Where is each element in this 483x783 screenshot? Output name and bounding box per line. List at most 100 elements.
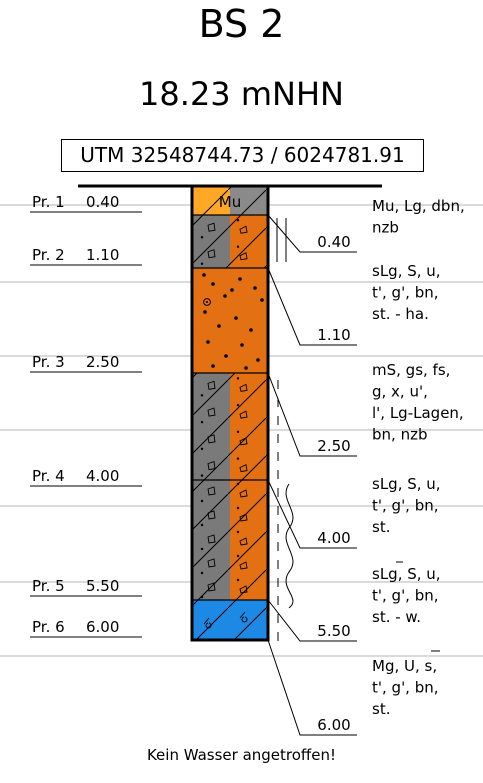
gravel-mark — [239, 489, 248, 498]
sand-dot — [206, 340, 210, 344]
description-line: t', g', bn, — [372, 679, 439, 697]
sand-dot — [200, 394, 204, 397]
layer-3-left — [192, 268, 230, 373]
gravel-mark — [207, 461, 216, 471]
description-line: g, x, u', — [372, 383, 428, 401]
gravel-mark — [207, 407, 216, 417]
gravel-mark — [207, 534, 216, 544]
layer-description-1: Mu, Lg, dbn, nzb — [372, 197, 465, 237]
description-line: mS, gs, fs, — [372, 361, 450, 379]
sample-label: Pr. 6 — [32, 618, 65, 636]
layer-2-hatch — [192, 215, 268, 268]
sand-dot — [260, 298, 264, 302]
gravel-mark — [239, 561, 248, 570]
layer-5 — [192, 480, 268, 600]
gravel-mark — [239, 585, 248, 594]
gravel-mark — [239, 410, 248, 419]
description-line: t', g', bn, — [372, 587, 439, 605]
layer-3-right — [230, 268, 268, 373]
borehole-title: BS 2 — [198, 2, 285, 46]
description-line: l', Lg-Lagen, — [372, 404, 464, 422]
sand-dot — [200, 236, 204, 239]
sand-dot — [200, 499, 204, 503]
description-line: st. - w. — [372, 608, 421, 626]
sand-dot — [211, 282, 215, 286]
layer-3 — [192, 268, 268, 373]
sand-dot — [200, 595, 204, 599]
sand-dot — [200, 262, 204, 265]
sand-dot — [249, 328, 253, 332]
sand-dot — [223, 294, 227, 298]
gravel-mark — [207, 249, 216, 259]
sample-depth: 5.50 — [86, 577, 119, 595]
description-line: Mg, U, s, — [372, 657, 437, 675]
depth-leader-2 — [267, 267, 357, 346]
layer-code-label: Mu — [219, 193, 241, 211]
utm-coordinates-box: UTM 32548744.73 / 6024781.91 — [61, 139, 424, 172]
sand-dot — [200, 474, 204, 477]
sand-dot — [236, 403, 240, 407]
sample-depth: 2.50 — [86, 353, 119, 371]
sample-label: Pr. 1 — [32, 193, 65, 211]
sand-dot — [236, 506, 240, 510]
sand-dot — [236, 554, 240, 558]
gravel-mark — [207, 510, 216, 520]
sample-depth: 4.00 — [86, 467, 119, 485]
gravel-mark — [207, 222, 216, 232]
soil-column: Mu — [190, 184, 294, 642]
depth-leader-5 — [267, 599, 357, 642]
layer-description-4: sLg, S, u, t', g', bn, st. — [372, 475, 441, 536]
sand-dot — [236, 219, 240, 222]
sand-dot — [256, 358, 260, 362]
silt-mark — [239, 611, 248, 623]
gravel-mark — [239, 437, 248, 446]
depth-leader-3 — [267, 372, 357, 457]
layer-bottom-depth: 1.10 — [317, 326, 350, 344]
description-line: sLg, S, u, — [372, 475, 441, 493]
sand-dot — [236, 457, 240, 460]
layer-bottom-depth: 2.50 — [317, 437, 350, 455]
layer-description-6: Mg, U, s, t', g', bn, st. — [372, 657, 439, 718]
layer-bottom-depth: 0.40 — [317, 233, 350, 251]
sample-labels: Pr. 1 0.40 Pr. 2 1.10 Pr. 3 2.50 Pr. 4 4.00 Pr. … — [30, 193, 142, 638]
groundwater-note: Kein Wasser angetroffen! — [146, 746, 337, 764]
borehole-elevation: 18.23 mNHN — [139, 75, 344, 113]
description-line: bn, nzb — [372, 426, 427, 444]
layer-description-3: mS, gs, fs, g, x, u', l', Lg-Lagen, bn, nzb — [372, 361, 464, 444]
layer-description-5: sLg, S, u, t', g', bn, st. - w. — [372, 565, 441, 626]
wavy-indicator — [285, 483, 294, 609]
layer-bottom-depth: 5.50 — [317, 622, 350, 640]
layer-1-hatch — [192, 186, 268, 215]
pebble-core — [206, 301, 208, 303]
layer-6 — [192, 600, 268, 640]
layer-bottom-depth: 6.00 — [317, 716, 350, 734]
sand-dot — [211, 364, 215, 368]
layer-5-hatch — [192, 480, 268, 600]
gravel-mark — [207, 558, 216, 568]
gravel-mark — [239, 383, 248, 392]
sand-dot — [202, 273, 206, 277]
depth-leaders: 0.40 1.10 2.50 4.00 5.50 6.00 — [267, 214, 357, 736]
sand-dot — [236, 377, 240, 380]
gravel-mark — [239, 252, 248, 261]
sand-dot — [200, 547, 204, 551]
sand-dot — [236, 578, 240, 582]
gravel-mark — [239, 513, 248, 522]
description-line: sLg, S, u, — [372, 262, 441, 280]
layer-4-hatch — [192, 373, 268, 480]
gravel-mark — [207, 486, 216, 496]
pebble-mark — [203, 298, 211, 306]
sand-dot — [224, 354, 228, 358]
sand-dot — [234, 316, 238, 320]
gravel-mark — [239, 463, 248, 473]
gravel-mark — [207, 380, 216, 390]
sample-label: Pr. 2 — [32, 246, 65, 264]
depth-leader-1 — [267, 214, 357, 253]
description-line: nzb — [372, 219, 399, 237]
layer-4 — [192, 373, 268, 480]
sand-dot — [203, 310, 207, 314]
sand-dot — [230, 288, 234, 292]
sample-label: Pr. 5 — [32, 577, 65, 595]
sand-dot — [200, 447, 204, 451]
